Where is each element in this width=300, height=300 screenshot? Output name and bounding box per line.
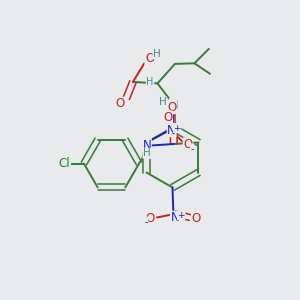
Text: O: O	[163, 111, 172, 124]
Text: +: +	[178, 211, 185, 220]
Text: -: -	[144, 217, 148, 227]
Text: N: N	[167, 124, 176, 137]
Text: +: +	[173, 124, 181, 133]
Text: H: H	[143, 148, 151, 158]
Text: H: H	[159, 97, 167, 107]
Text: N: N	[142, 139, 151, 152]
Text: Cl: Cl	[59, 157, 70, 170]
Text: O: O	[192, 212, 201, 225]
Text: O: O	[168, 100, 177, 114]
Text: H: H	[146, 77, 154, 87]
Text: -: -	[190, 144, 194, 154]
Text: O: O	[145, 52, 154, 65]
Text: N: N	[169, 98, 178, 112]
Text: O: O	[146, 212, 155, 225]
Text: H: H	[153, 49, 161, 59]
Text: O: O	[116, 97, 125, 110]
Text: N: N	[170, 211, 179, 224]
Text: O: O	[183, 138, 193, 151]
